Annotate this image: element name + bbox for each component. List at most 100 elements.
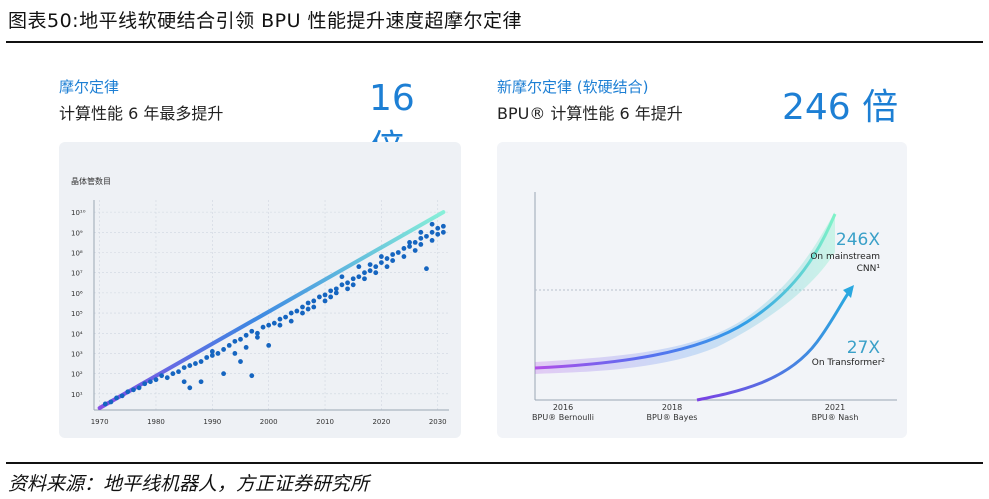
- scatter-point: [159, 373, 165, 379]
- scatter-point: [373, 264, 379, 270]
- scatter-point: [412, 248, 418, 253]
- scatter-point: [260, 324, 266, 330]
- scatter-point: [243, 345, 249, 350]
- scatter-point: [316, 294, 322, 300]
- scatter-point: [119, 393, 125, 399]
- scatter-point: [378, 260, 384, 265]
- scatter-point: [311, 304, 317, 310]
- scatter-y-tick: 10⁶: [71, 290, 83, 298]
- scatter-point: [142, 381, 148, 387]
- top-rule: [6, 41, 983, 43]
- moore-law-subtitle: 摩尔定律: [59, 78, 120, 96]
- scatter-point: [277, 316, 283, 322]
- scatter-point: [345, 286, 350, 292]
- scatter-point: [322, 298, 328, 304]
- scatter-point: [407, 244, 412, 249]
- scatter-point: [243, 332, 249, 338]
- scatter-point: [209, 353, 215, 358]
- scatter-point: [429, 229, 435, 235]
- scatter-point: [345, 280, 350, 286]
- scatter-point: [176, 369, 181, 375]
- x-sub-bayes: BPU® Bayes: [647, 413, 698, 422]
- cnn-label-text-2: CNN¹: [857, 264, 881, 274]
- scatter-point: [401, 254, 407, 259]
- scatter-point: [232, 338, 238, 344]
- scatter-point: [440, 229, 446, 235]
- moore-law-chart-box: 晶体管数目 10¹ 10² 10³ 10⁴ 10⁵ 10⁶ 10⁷ 10⁸ 10⁹ 10¹⁰ 1970…: [59, 142, 461, 438]
- moore-law-heading: 计算性能 6 年最多提升: [59, 104, 224, 123]
- x-sub-nash: BPU® Nash: [812, 413, 859, 422]
- x-tick-2021: 2021: [825, 403, 845, 412]
- scatter-point: [418, 229, 424, 235]
- scatter-point: [187, 385, 193, 391]
- scatter-point: [221, 347, 227, 352]
- scatter-y-tick: 10¹⁰: [71, 209, 86, 217]
- transformer-curve: [696, 291, 851, 402]
- x-tick-2018: 2018: [662, 403, 682, 412]
- x-sub-bernoulli: BPU® Bernoulli: [532, 413, 594, 422]
- scatter-point: [305, 300, 311, 306]
- scatter-y-label: 晶体管数目: [71, 176, 111, 186]
- moore-law-panel: 摩尔定律 计算性能 6 年最多提升 16 倍 晶体管数目10¹10²10³10⁴…: [59, 76, 461, 438]
- scatter-point: [131, 387, 136, 393]
- scatter-point: [350, 282, 356, 288]
- figure-source: 资料来源：地平线机器人，方正证券研究所: [8, 473, 370, 495]
- scatter-point: [305, 306, 311, 312]
- cnn-label-text: On mainstream: [810, 252, 880, 262]
- scatter-y-tick: 10⁷: [71, 270, 83, 278]
- bottom-rule: [6, 462, 983, 464]
- scatter-point: [249, 328, 255, 334]
- scatter-point: [373, 270, 379, 276]
- scatter-point: [367, 268, 373, 274]
- scatter-point: [300, 310, 305, 316]
- scatter-point: [266, 342, 272, 348]
- scatter-point: [429, 221, 435, 227]
- scatter-point: [226, 342, 232, 348]
- scatter-point: [356, 274, 362, 280]
- scatter-point: [125, 389, 131, 395]
- scatter-point: [424, 266, 429, 272]
- moore-trend-line: [97, 210, 446, 410]
- scatter-point: [271, 320, 277, 326]
- transformer-label-value: 27X: [847, 338, 881, 358]
- scatter-point: [384, 256, 390, 261]
- scatter-point: [384, 264, 390, 270]
- figure-title: 图表50:地平线软硬结合引领 BPU 性能提升速度超摩尔定律: [8, 10, 523, 32]
- scatter-point: [181, 379, 187, 385]
- scatter-point: [187, 363, 193, 368]
- scatter-point: [333, 290, 339, 296]
- scatter-point: [328, 294, 334, 300]
- scatter-x-tick: 2010: [316, 418, 334, 426]
- scatter-x-tick: 2000: [260, 418, 278, 426]
- scatter-point: [367, 262, 373, 268]
- scatter-y-tick: 10⁵: [71, 310, 83, 318]
- scatter-point: [238, 336, 243, 342]
- new-moore-law-big-value: 246 倍: [782, 87, 899, 128]
- scatter-y-tick: 10²: [71, 371, 83, 379]
- scatter-x-tick: 1970: [91, 418, 109, 426]
- scatter-point: [440, 223, 446, 229]
- scatter-point: [193, 361, 198, 366]
- scatter-point: [362, 270, 367, 276]
- new-moore-law-subtitle: 新摩尔定律 (软硬结合): [497, 78, 649, 96]
- scatter-y-tick: 10⁹: [71, 229, 83, 237]
- scatter-point: [164, 375, 170, 381]
- bpu-growth-chart: 246X On mainstream CNN¹ 27X On Transform…: [532, 192, 897, 422]
- scatter-point: [333, 286, 339, 292]
- scatter-y-tick: 10³: [71, 350, 83, 358]
- scatter-point: [418, 235, 424, 241]
- scatter-point: [238, 359, 243, 364]
- scatter-x-tick: 2030: [429, 418, 447, 426]
- scatter-x-tick: 1990: [203, 418, 221, 426]
- scatter-point: [215, 351, 221, 356]
- new-moore-law-chart-box: 246X On mainstream CNN¹ 27X On Transform…: [497, 142, 907, 438]
- cnn-curve-fill: [535, 212, 835, 374]
- scatter-point: [198, 379, 204, 385]
- cnn-curve: [534, 213, 837, 370]
- scatter-y-tick: 10¹: [71, 391, 83, 399]
- scatter-point: [294, 308, 300, 314]
- scatter-point: [209, 349, 215, 354]
- scatter-point: [429, 237, 435, 243]
- scatter-point: [435, 231, 441, 237]
- scatter-point: [350, 276, 356, 282]
